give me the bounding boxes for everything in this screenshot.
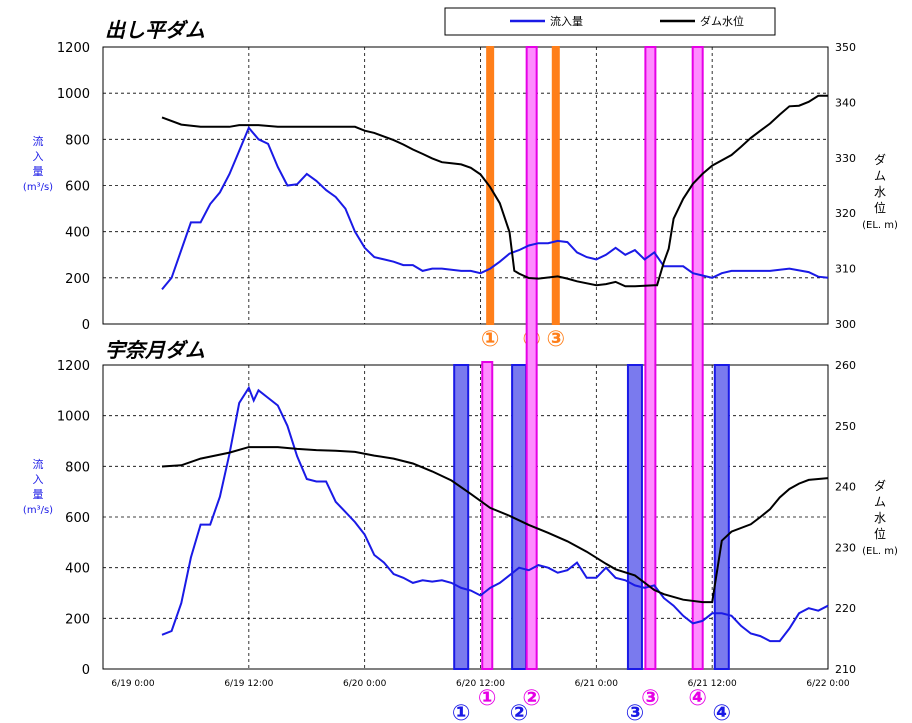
- legend-label-inflow: 流入量: [550, 14, 583, 28]
- y-left-tick-label: 0: [82, 318, 90, 333]
- y-right-tick-label: 300: [835, 318, 856, 331]
- y-left-axis-label: 量: [33, 165, 44, 178]
- x-tick-label: 6/20 12:00: [456, 679, 505, 689]
- magenta-marker-bar: [691, 46, 704, 670]
- y-right-tick-label: 330: [835, 152, 856, 165]
- y-right-tick-label: 320: [835, 207, 856, 220]
- y-right-tick-label: 260: [835, 359, 856, 372]
- legend-box: [444, 7, 776, 36]
- x-tick-label: 6/19 12:00: [224, 679, 273, 689]
- legend-label-level: ダム水位: [700, 14, 744, 28]
- blue-marker-label: ②: [510, 701, 529, 723]
- y-left-axis-label: (m³/s): [23, 505, 53, 516]
- x-tick-label: 6/20 0:00: [343, 679, 387, 689]
- magenta-marker-label: ④: [688, 686, 707, 711]
- orange-marker-label: ③: [546, 327, 565, 352]
- y-right-axis-label: 水: [874, 511, 886, 525]
- y-right-tick-label: 240: [835, 481, 856, 494]
- y-left-tick-label: 800: [65, 133, 90, 148]
- y-right-axis-label: ム: [874, 169, 886, 183]
- magenta-marker-label: ③: [641, 686, 660, 711]
- x-tick-label: 6/21 0:00: [575, 679, 619, 689]
- blue-marker-bar: [453, 364, 470, 670]
- y-right-tick-label: 340: [835, 96, 856, 109]
- x-tick-label: 6/19 0:00: [111, 679, 155, 689]
- series-line-inflow: [161, 125, 829, 291]
- y-left-tick-label: 800: [65, 460, 90, 475]
- y-right-tick-label: 350: [835, 41, 856, 54]
- y-left-axis-label: 入: [33, 473, 44, 486]
- orange-marker-label: ①: [481, 327, 500, 352]
- y-left-tick-label: 400: [65, 562, 90, 577]
- y-left-axis-label: (m³/s): [23, 182, 53, 193]
- y-right-axis-label: (EL. m): [862, 220, 898, 231]
- y-right-axis-label: 水: [874, 185, 886, 199]
- x-tick-label: 6/22 0:00: [806, 679, 850, 689]
- y-right-axis-label: 位: [874, 526, 886, 541]
- chart-title: 出し平ダム: [105, 18, 205, 42]
- y-left-tick-label: 200: [65, 272, 90, 287]
- y-left-tick-label: 200: [65, 612, 90, 627]
- magenta-marker-label: ①: [478, 686, 497, 711]
- y-left-tick-label: 0: [82, 663, 90, 678]
- y-right-axis-label: 位: [874, 200, 886, 215]
- y-left-tick-label: 1000: [57, 410, 90, 425]
- blue-marker-label: ④: [712, 701, 731, 723]
- magenta-marker-bar: [525, 46, 538, 670]
- y-left-axis-label: 流: [33, 457, 44, 471]
- y-right-axis-label: ダ: [874, 152, 886, 167]
- magenta-marker-bar: [644, 46, 657, 670]
- y-right-tick-label: 230: [835, 541, 856, 554]
- series-line-level: [161, 94, 828, 288]
- y-left-axis-label: 流: [33, 134, 44, 148]
- series-line-inflow: [161, 385, 829, 643]
- y-right-axis-label: ム: [874, 495, 886, 509]
- y-left-tick-label: 600: [65, 511, 90, 526]
- y-left-axis-label: 量: [33, 488, 44, 501]
- blue-marker-bar: [626, 364, 643, 670]
- blue-marker-label: ①: [452, 701, 471, 723]
- y-left-tick-label: 600: [65, 180, 90, 195]
- y-right-axis-label: ダ: [874, 478, 886, 493]
- y-left-axis-label: 入: [33, 150, 44, 163]
- panel-0: [102, 46, 829, 325]
- y-right-tick-label: 250: [835, 420, 856, 433]
- blue-marker-label: ③: [626, 701, 645, 723]
- y-left-tick-label: 1200: [57, 41, 90, 56]
- y-left-tick-label: 1000: [57, 87, 90, 102]
- y-right-tick-label: 220: [835, 602, 856, 615]
- magenta-marker-bar: [481, 361, 494, 670]
- x-tick-label: 6/21 12:00: [688, 679, 737, 689]
- series-line-level: [161, 446, 829, 604]
- y-right-tick-label: 310: [835, 263, 856, 276]
- blue-marker-bar: [713, 364, 730, 670]
- orange-marker-bar: [551, 46, 560, 325]
- y-left-tick-label: 400: [65, 226, 90, 241]
- y-left-tick-label: 1200: [57, 359, 90, 374]
- y-right-axis-label: (EL. m): [862, 546, 898, 557]
- chart-title: 宇奈月ダム: [105, 338, 205, 362]
- y-right-tick-label: 210: [835, 663, 856, 676]
- magenta-marker-label: ②: [522, 686, 541, 711]
